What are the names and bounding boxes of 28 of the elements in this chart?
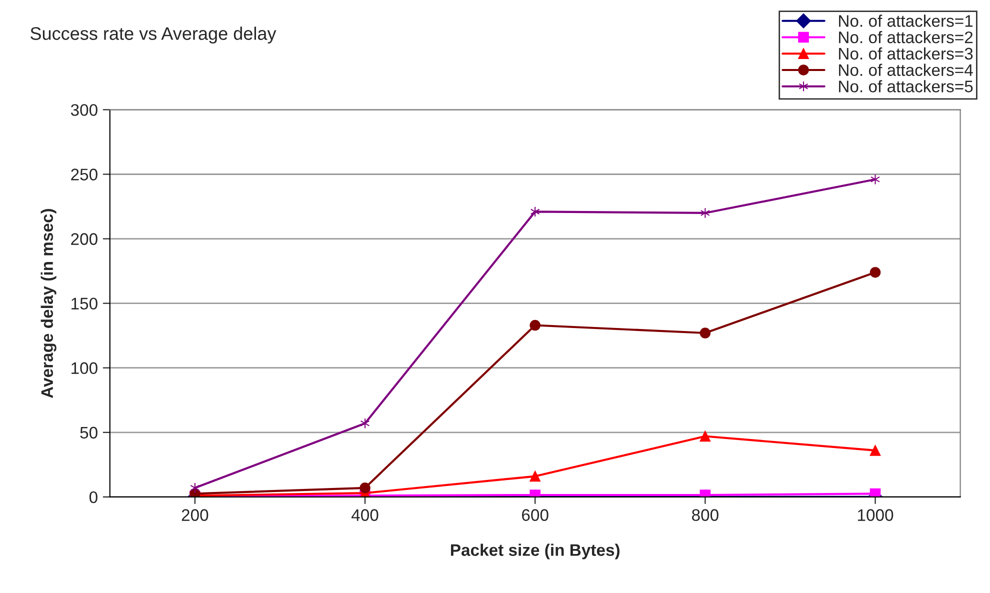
point: [530, 470, 540, 482]
legend-label: No. of attackers=3: [839, 47, 973, 60]
y-tick-label: 300: [70, 104, 98, 116]
legend-label: No. of attackers=1: [839, 14, 973, 27]
y-tick-label: 0: [89, 491, 98, 504]
y-tick-label: 250: [71, 168, 98, 180]
point: [700, 328, 711, 338]
x-tick-label: 1000: [858, 509, 894, 521]
x-tick-label: 400: [351, 509, 378, 521]
point: [870, 174, 880, 185]
point: [870, 266, 881, 278]
y-axis-title: Average delay (in msec): [40, 209, 56, 398]
point: [360, 482, 370, 494]
x-tick-label: 600: [522, 509, 548, 521]
x-tick-label: 800: [692, 509, 718, 521]
point: [700, 430, 711, 442]
y-tick-label: 200: [71, 233, 98, 245]
y-tick-label: 150: [72, 298, 98, 310]
legend-label: No. of attackers=5: [839, 80, 973, 92]
y-tick-label: 50: [80, 426, 98, 439]
x-tick-label: 200: [182, 509, 208, 521]
point: [870, 445, 881, 456]
chart-title: Success rate vs Average delay: [30, 26, 276, 44]
y-tick-label: 100: [72, 362, 98, 374]
point: [530, 320, 540, 331]
legend-label: No. of attackers=4: [839, 64, 973, 76]
legend-label: No. of attackers=2: [839, 31, 973, 44]
x-axis-title: Packet size (in Bytes): [450, 544, 620, 560]
